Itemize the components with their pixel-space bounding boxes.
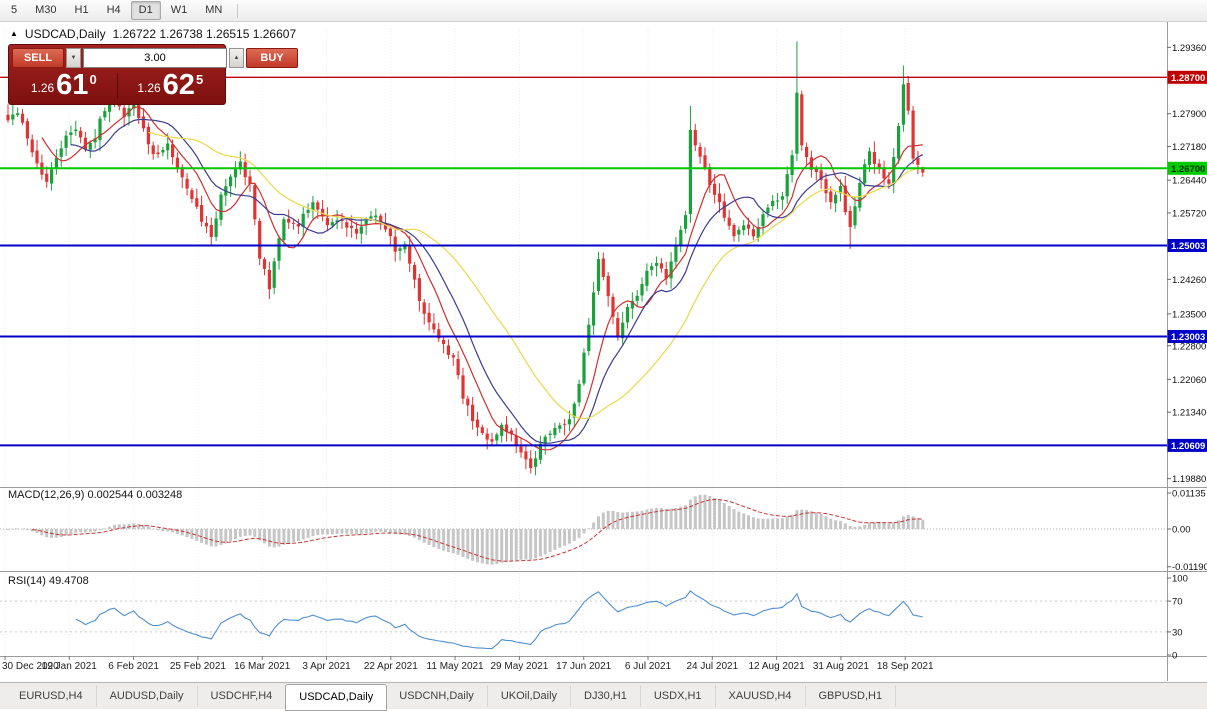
buy-button[interactable]: BUY (246, 48, 298, 68)
price-badge-text: 1.26700 (1171, 164, 1205, 175)
rsi-axis-tick: 30 (1172, 627, 1183, 638)
price-tick: 1.22060 (1172, 375, 1206, 386)
price-tick: 1.23500 (1172, 309, 1206, 320)
buy-price-prefix: 1.26 (137, 81, 160, 95)
date-tick: 17 Jun 2021 (556, 661, 611, 672)
volume-up-button[interactable]: ▲ (229, 48, 244, 68)
sell-price-display[interactable]: 1.26 61 0 (12, 71, 116, 101)
sell-price-sup: 0 (89, 72, 96, 87)
chart-tab-usdcad[interactable]: USDCAD,Daily (285, 684, 387, 711)
date-tick: 19 Jan 2021 (42, 661, 97, 672)
buy-price-big: 62 (163, 72, 195, 98)
price-badge-text: 1.25003 (1171, 241, 1205, 252)
volume-input[interactable] (83, 48, 227, 68)
buy-price-display[interactable]: 1.26 62 5 (119, 71, 223, 101)
timeframe-button-mn[interactable]: MN (197, 1, 230, 19)
toolbar-separator (237, 4, 238, 18)
date-tick: 22 Apr 2021 (364, 661, 418, 672)
rsi-indicator-label: RSI(14) 49.4708 (8, 575, 89, 587)
chart-tab-audusd[interactable]: AUDUSD,Daily (97, 685, 198, 707)
timeframe-button-m30[interactable]: M30 (27, 1, 64, 19)
timeframe-button-d1[interactable]: D1 (131, 1, 161, 19)
rsi-panel[interactable] (0, 571, 1207, 656)
macd-indicator-label: MACD(12,26,9) 0.002544 0.003248 (8, 489, 182, 501)
date-tick: 24 Jul 2021 (686, 661, 738, 672)
symbol-period-label: USDCAD,Daily (25, 27, 106, 41)
buy-price-sup: 5 (196, 72, 203, 87)
triangle-up-icon: ▲ (234, 55, 240, 61)
date-tick: 3 Apr 2021 (302, 661, 351, 672)
date-tick: 6 Jul 2021 (625, 661, 672, 672)
sell-price-big: 61 (56, 72, 88, 98)
macd-axis-tick: 0.00 (1172, 525, 1191, 536)
price-tick: 1.19880 (1172, 474, 1206, 485)
price-tick: 1.25720 (1172, 208, 1206, 219)
date-tick: 18 Sep 2021 (877, 661, 934, 672)
timeframe-button-5[interactable]: 5 (3, 1, 25, 19)
date-tick: 6 Feb 2021 (108, 661, 159, 672)
chart-tab-usdx[interactable]: USDX,H1 (641, 685, 716, 707)
price-tick: 1.27900 (1172, 109, 1206, 120)
sell-price-prefix: 1.26 (31, 81, 54, 95)
price-tick: 1.27180 (1172, 142, 1206, 153)
timeframe-button-h1[interactable]: H1 (67, 1, 97, 19)
price-tick: 1.29360 (1172, 43, 1206, 54)
chart-tab-eurusd[interactable]: EURUSD,H4 (6, 685, 97, 707)
price-tick: 1.26440 (1172, 176, 1206, 187)
price-badge-text: 1.28700 (1171, 73, 1205, 84)
date-tick: 29 May 2021 (490, 661, 548, 672)
ohlc-values: 1.26722 1.26738 1.26515 1.26607 (113, 27, 297, 41)
date-tick: 16 Mar 2021 (234, 661, 291, 672)
chart-tab-dj30[interactable]: DJ30,H1 (571, 685, 641, 707)
date-tick: 25 Feb 2021 (170, 661, 227, 672)
one-click-controls: SELL ▼ ▲ BUY (12, 48, 222, 68)
price-tick: 1.24260 (1172, 275, 1206, 286)
date-tick: 11 May 2021 (427, 661, 485, 672)
timeframe-button-w1[interactable]: W1 (163, 1, 196, 19)
volume-down-button[interactable]: ▼ (66, 48, 81, 68)
rsi-axis-tick: 100 (1172, 574, 1188, 585)
date-tick: 12 Aug 2021 (749, 661, 806, 672)
timeframe-button-h4[interactable]: H4 (99, 1, 129, 19)
price-divider (117, 73, 118, 99)
chart-title: ▲ USDCAD,Daily 1.26722 1.26738 1.26515 1… (10, 27, 296, 41)
price-badge-text: 1.23003 (1171, 332, 1205, 343)
chart-tab-usdcnh[interactable]: USDCNH,Daily (386, 685, 488, 707)
chart-tab-usdchf[interactable]: USDCHF,H4 (198, 685, 287, 707)
price-badge-text: 1.20609 (1171, 441, 1205, 452)
rsi-axis-tick: 0 (1172, 651, 1177, 662)
price-tick: 1.21340 (1172, 408, 1206, 419)
sell-button[interactable]: SELL (12, 48, 64, 68)
date-tick: 31 Aug 2021 (813, 661, 870, 672)
one-click-collapse-icon[interactable]: ▲ (10, 30, 18, 38)
macd-axis-tick: 0.01135 (1172, 489, 1206, 500)
chart-tab-xauusd[interactable]: XAUUSD,H4 (716, 685, 806, 707)
triangle-down-icon: ▼ (71, 55, 77, 61)
chart-tab-ukoil[interactable]: UKOil,Daily (488, 685, 571, 707)
one-click-prices: 1.26 61 0 1.26 62 5 (12, 71, 222, 101)
chart-tab-gbpusd[interactable]: GBPUSD,H1 (806, 685, 897, 707)
one-click-trading-panel: SELL ▼ ▲ BUY 1.26 61 0 1.26 62 5 (8, 44, 226, 105)
rsi-axis-tick: 70 (1172, 597, 1183, 608)
macd-axis-tick: -0.01190 (1172, 562, 1207, 573)
